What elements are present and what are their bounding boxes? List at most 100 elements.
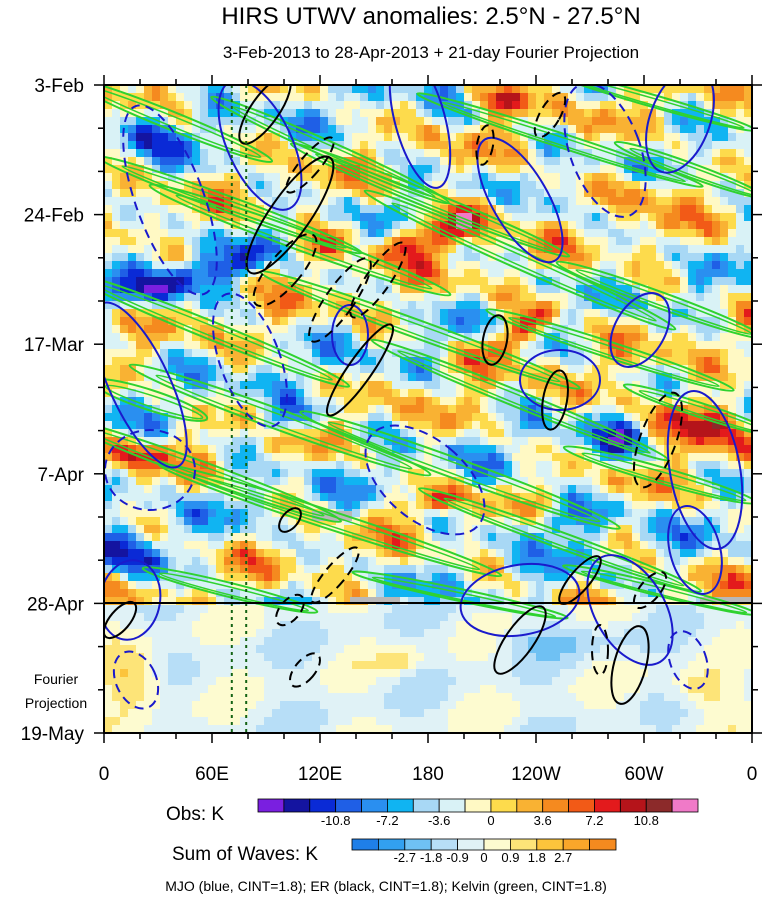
obs-cell bbox=[608, 309, 617, 318]
obs-cell bbox=[104, 157, 113, 166]
obs-cell bbox=[616, 557, 625, 566]
obs-cell bbox=[184, 509, 193, 518]
obs-cell bbox=[496, 133, 505, 142]
obs-cell bbox=[680, 141, 689, 150]
obs-cell bbox=[744, 309, 752, 318]
obs-cell bbox=[384, 413, 393, 422]
obs-cell bbox=[376, 149, 385, 158]
obs-cell bbox=[128, 181, 137, 190]
obs-cell bbox=[656, 413, 665, 422]
obs-cell bbox=[576, 133, 585, 142]
obs-cell bbox=[328, 85, 337, 94]
obs-cell bbox=[520, 405, 529, 414]
obs-cell bbox=[336, 309, 345, 318]
obs-cell bbox=[136, 229, 145, 238]
obs-cell bbox=[600, 413, 609, 422]
obs-cell bbox=[600, 493, 609, 502]
obs-cell bbox=[600, 133, 609, 142]
obs-cell bbox=[568, 213, 577, 222]
obs-cell bbox=[456, 85, 465, 94]
obs-cell bbox=[560, 301, 569, 310]
obs-cell bbox=[104, 509, 113, 518]
obs-cell bbox=[352, 517, 361, 526]
obs-cell bbox=[328, 197, 337, 206]
obs-cell bbox=[512, 429, 521, 438]
obs-cell bbox=[256, 197, 265, 206]
obs-cell bbox=[680, 549, 689, 558]
obs-cell bbox=[264, 477, 273, 486]
obs-cell bbox=[336, 413, 345, 422]
obs-cell bbox=[168, 493, 177, 502]
obs-cell bbox=[424, 429, 433, 438]
obs-cell bbox=[520, 101, 529, 110]
obs-cell bbox=[328, 357, 337, 366]
obs-cell bbox=[280, 333, 289, 342]
obs-cell bbox=[320, 565, 329, 574]
obs-cell bbox=[344, 213, 353, 222]
obs-cell bbox=[232, 189, 241, 198]
obs-cell bbox=[208, 173, 217, 182]
obs-cell bbox=[416, 93, 425, 102]
obs-cell bbox=[152, 477, 161, 486]
obs-cell bbox=[504, 101, 513, 110]
obs-cell bbox=[736, 525, 745, 534]
obs-cell bbox=[184, 477, 193, 486]
obs-cell bbox=[120, 277, 129, 286]
obs-cell bbox=[744, 85, 752, 94]
obs-cell bbox=[400, 85, 409, 94]
obs-cell bbox=[104, 405, 113, 414]
obs-cell bbox=[272, 373, 281, 382]
obs-cell bbox=[632, 125, 641, 134]
obs-cell bbox=[456, 501, 465, 510]
obs-cell bbox=[728, 405, 737, 414]
obs-cell bbox=[104, 485, 113, 494]
obs-cell bbox=[120, 101, 129, 110]
obs-cell bbox=[256, 277, 265, 286]
obs-cell bbox=[240, 165, 249, 174]
obs-cell bbox=[192, 293, 201, 302]
obs-cell bbox=[640, 413, 649, 422]
obs-cell bbox=[352, 373, 361, 382]
obs-cell bbox=[568, 437, 577, 446]
obs-cell bbox=[336, 557, 345, 566]
obs-cell bbox=[672, 245, 681, 254]
obs-cell bbox=[464, 205, 473, 214]
obs-cell bbox=[232, 277, 241, 286]
obs-cell bbox=[184, 565, 193, 574]
obs-cell bbox=[512, 413, 521, 422]
obs-cell bbox=[352, 205, 361, 214]
obs-cell bbox=[680, 373, 689, 382]
obs-cell bbox=[248, 221, 257, 230]
obs-cell bbox=[480, 157, 489, 166]
obs-cell bbox=[448, 173, 457, 182]
obs-cell bbox=[416, 333, 425, 342]
obs-cell bbox=[376, 309, 385, 318]
obs-cell bbox=[232, 429, 241, 438]
obs-cell bbox=[624, 237, 633, 246]
obs-cell bbox=[192, 133, 201, 142]
obs-cell bbox=[624, 413, 633, 422]
obs-cell bbox=[176, 341, 185, 350]
obs-cell bbox=[400, 285, 409, 294]
obs-cell bbox=[184, 461, 193, 470]
obs-cell bbox=[224, 261, 233, 270]
obs-cell bbox=[424, 245, 433, 254]
obs-cell bbox=[584, 165, 593, 174]
obs-cell bbox=[408, 149, 417, 158]
obs-cell bbox=[256, 349, 265, 358]
obs-cell bbox=[104, 221, 113, 230]
obs-cell bbox=[448, 533, 457, 542]
obs-cell bbox=[240, 333, 249, 342]
obs-cell bbox=[640, 517, 649, 526]
obs-cell bbox=[632, 533, 641, 542]
obs-cell bbox=[248, 429, 257, 438]
obs-cell bbox=[448, 245, 457, 254]
obs-cell bbox=[496, 141, 505, 150]
obs-cell bbox=[544, 525, 553, 534]
obs-cell bbox=[424, 85, 433, 94]
obs-cell bbox=[616, 437, 625, 446]
obs-cell bbox=[696, 93, 705, 102]
obs-cell bbox=[120, 469, 129, 478]
obs-cell bbox=[608, 189, 617, 198]
obs-cell bbox=[136, 261, 145, 270]
